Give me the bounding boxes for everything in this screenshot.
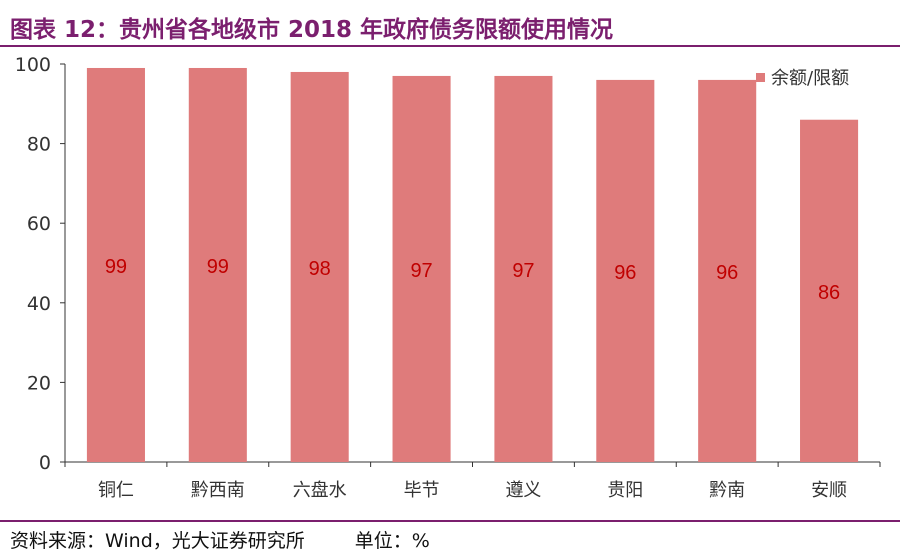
x-tick-label: 六盘水 (293, 480, 347, 501)
data-label: 99 (105, 256, 127, 278)
y-tick-label: 80 (27, 134, 51, 156)
data-label: 97 (410, 260, 432, 282)
data-label: 96 (716, 262, 738, 284)
legend-label: 余额/限额 (771, 68, 849, 89)
bar (698, 79, 757, 463)
title-rule (0, 45, 900, 47)
x-tick-label: 黔西南 (191, 480, 245, 501)
x-tick-label: 贵阳 (607, 480, 643, 501)
bar (800, 119, 859, 462)
page-title: 图表 12：贵州省各地级市 2018 年政府债务限额使用情况 (10, 17, 614, 43)
y-tick-label: 100 (15, 54, 51, 76)
unit-text: 单位：% (354, 530, 430, 552)
bar (290, 71, 349, 463)
bar (392, 75, 451, 462)
x-axis: 铜仁 黔西南 六盘水 毕节 遵义 贵阳 黔南 安顺 (64, 461, 881, 501)
y-tick-label: 60 (27, 213, 51, 235)
bar-chart: 0 20 40 60 80 100 铜仁 黔西南 六盘水 毕节 遵义 贵阳 黔南 安顺 99 99 98 97… (15, 54, 881, 501)
x-tick-label: 铜仁 (98, 480, 134, 501)
data-label: 99 (207, 256, 229, 278)
y-tick-label: 0 (39, 452, 51, 474)
x-tick-label: 毕节 (404, 480, 440, 501)
legend-swatch (756, 73, 765, 82)
x-tick-label: 黔南 (709, 480, 745, 501)
bar (188, 67, 247, 462)
data-label: 98 (309, 258, 331, 280)
bar (596, 79, 655, 463)
bars: 99 99 98 97 97 96 96 86 (86, 67, 859, 463)
source-note: 资料来源：Wind，光大证券研究所 单位：% (10, 526, 430, 553)
data-label: 96 (614, 262, 636, 284)
y-axis: 0 20 40 60 80 100 (15, 54, 66, 474)
x-tick-label: 安顺 (811, 480, 847, 501)
data-label: 86 (818, 282, 840, 304)
x-tick-label: 遵义 (505, 480, 541, 501)
bar (86, 67, 145, 462)
bar (494, 75, 553, 462)
source-text: 资料来源：Wind，光大证券研究所 (10, 530, 305, 552)
legend: 余额/限额 (756, 68, 849, 89)
y-tick-label: 40 (27, 293, 51, 315)
footer-rule (0, 520, 900, 522)
y-tick-label: 20 (27, 372, 51, 394)
data-label: 97 (512, 260, 534, 282)
